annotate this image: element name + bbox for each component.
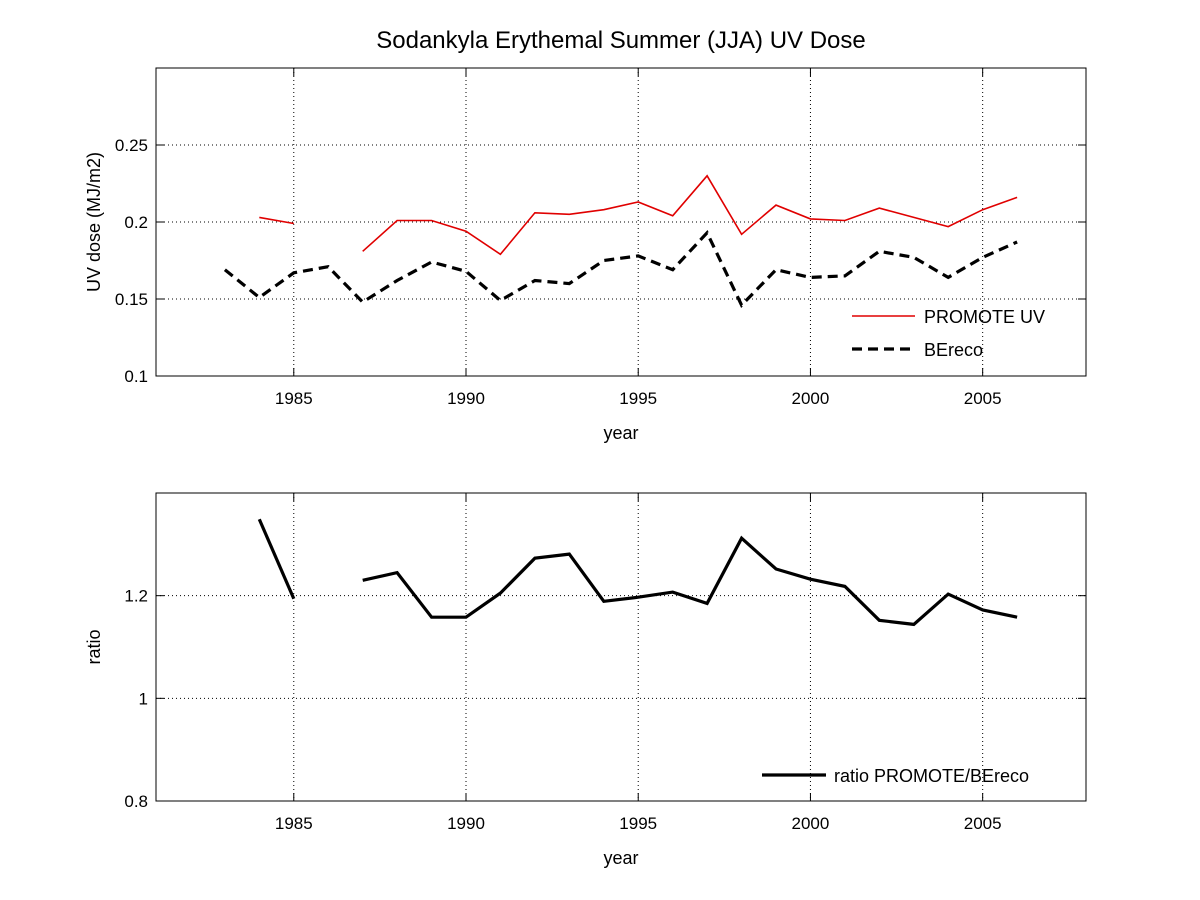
y-tick-label: 0.15 xyxy=(115,290,148,309)
y-tick-label: 0.1 xyxy=(124,367,148,386)
series-line-1-2-segment-1 xyxy=(223,229,1018,308)
x-tick-label: 1995 xyxy=(619,814,657,833)
x-tick-label: 1995 xyxy=(619,389,657,408)
legend-label: PROMOTE UV xyxy=(924,307,1045,327)
legend-label: ratio PROMOTE/BEreco xyxy=(834,766,1029,786)
x-tick-label: 2005 xyxy=(964,389,1002,408)
series-line-2-1-segment-2 xyxy=(362,535,1018,627)
x-axis-label: year xyxy=(603,848,638,868)
series-line-1-1-segment-2 xyxy=(362,174,1018,256)
legend-label: BEreco xyxy=(924,340,983,360)
chart-panel-2: 1985 1990 1995 2000 2005 0.8 1 1.2 ratio PROMOTE… xyxy=(84,492,1087,868)
y-tick-label: 0.2 xyxy=(124,213,148,232)
x-tick-label: 1985 xyxy=(275,389,313,408)
y-tick-label: 1.2 xyxy=(124,587,148,606)
x-tick-label: 2005 xyxy=(964,814,1002,833)
y-tick-label: 0.25 xyxy=(115,136,148,155)
x-tick-label: 1985 xyxy=(275,814,313,833)
chart-title: Sodankyla Erythemal Summer (JJA) UV Dose xyxy=(376,27,866,54)
x-tick-label: 1990 xyxy=(447,814,485,833)
chart-panel-1: 1985 1990 1995 2000 2005 0.1 0.15 0.2 0.25 PROMOT… xyxy=(84,27,1087,443)
y-tick-label: 1 xyxy=(139,689,148,708)
y-axis-label: ratio xyxy=(84,629,104,664)
x-axis-label: year xyxy=(603,423,638,443)
y-tick-label: 0.8 xyxy=(124,792,148,811)
series-line-1-1-segment-1 xyxy=(259,216,294,225)
x-tick-label: 1990 xyxy=(447,389,485,408)
x-tick-label: 2000 xyxy=(792,814,830,833)
x-tick-label: 2000 xyxy=(792,389,830,408)
plot-area xyxy=(155,492,1087,802)
y-axis-label: UV dose (MJ/m2) xyxy=(84,152,104,292)
series-line-2-1-segment-1 xyxy=(257,518,296,600)
